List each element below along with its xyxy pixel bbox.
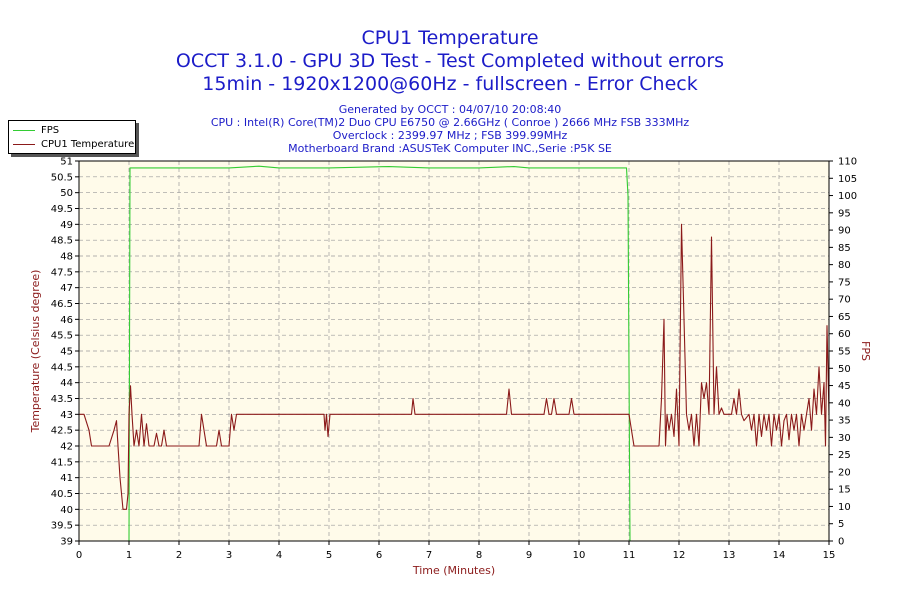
y2-tick-label: 75 [838, 277, 851, 288]
y-tick-label: 40 [60, 505, 73, 516]
x-tick-label: 15 [823, 550, 836, 561]
y-tick-label: 48 [60, 252, 73, 263]
x-tick-label: 9 [526, 550, 532, 561]
y-tick-label: 50.5 [51, 172, 73, 183]
y-tick-label: 48.5 [51, 236, 73, 247]
y2-tick-label: 105 [838, 174, 857, 185]
x-tick-label: 12 [673, 550, 686, 561]
y-tick-label: 47.5 [51, 267, 73, 278]
y-tick-label: 46 [60, 315, 73, 326]
y2-tick-label: 15 [838, 485, 851, 496]
x-tick-label: 3 [226, 550, 232, 561]
x-tick-label: 10 [573, 550, 586, 561]
y-tick-label: 43.5 [51, 394, 73, 405]
legend-item-temp: CPU1 Temperature [13, 137, 134, 151]
y2-tick-label: 95 [838, 208, 851, 219]
y2-tick-label: 50 [838, 364, 851, 375]
y-tick-label: 41 [60, 473, 73, 484]
y2-tick-label: 20 [838, 467, 851, 478]
y-tick-label: 40.5 [51, 489, 73, 500]
y2-tick-label: 55 [838, 347, 851, 358]
y-tick-label: 43 [60, 410, 73, 421]
y-tick-label: 41.5 [51, 457, 73, 468]
y-axis-label: Temperature (Celsius degree) [29, 270, 42, 434]
legend-swatch-temp [13, 143, 35, 145]
x-axis-label: Time (Minutes) [412, 564, 495, 577]
x-tick-label: 13 [723, 550, 736, 561]
cpu-info: CPU : Intel(R) Core(TM)2 Duo CPU E6750 @… [210, 116, 690, 129]
y2-tick-label: 90 [838, 226, 851, 237]
y-tick-label: 51 [60, 157, 73, 168]
y2-tick-label: 110 [838, 157, 857, 168]
motherboard-info: Motherboard Brand :ASUSTeK Computer INC.… [288, 142, 612, 155]
y2-tick-label: 40 [838, 398, 851, 409]
legend-item-fps: FPS [13, 123, 59, 137]
x-tick-label: 1 [126, 550, 132, 561]
y2-tick-label: 70 [838, 295, 851, 306]
y2-tick-label: 60 [838, 329, 851, 340]
series-line-cpu1-temperature [79, 223, 830, 510]
chart-subtitle-mode: 15min - 1920x1200@60Hz - fullscreen - Er… [202, 73, 698, 95]
y2-tick-label: 0 [838, 537, 844, 548]
y-tick-label: 50 [60, 188, 73, 199]
y-tick-label: 42.5 [51, 426, 73, 437]
y-tick-label: 42 [60, 442, 73, 453]
x-tick-label: 0 [76, 550, 82, 561]
y-tick-label: 39.5 [51, 521, 73, 532]
y-tick-label: 45 [60, 347, 73, 358]
y-tick-label: 44 [60, 378, 73, 389]
x-tick-label: 7 [426, 550, 432, 561]
overclock-info: Overclock : 2399.97 MHz ; FSB 399.99MHz [332, 129, 568, 142]
y2-tick-label: 80 [838, 260, 851, 271]
y-tick-label: 47 [60, 283, 73, 294]
y2-tick-label: 5 [838, 519, 844, 530]
x-tick-label: 4 [276, 550, 282, 561]
x-tick-label: 2 [176, 550, 182, 561]
chart-subtitle-test: OCCT 3.1.0 - GPU 3D Test - Test Complete… [175, 50, 725, 72]
x-tick-label: 5 [326, 550, 332, 561]
generated-info: Generated by OCCT : 04/07/10 20:08:40 [338, 103, 562, 116]
y-tick-label: 49.5 [51, 204, 73, 215]
legend-label-fps: FPS [41, 124, 60, 136]
x-tick-label: 6 [376, 550, 382, 561]
y-tick-label: 39 [60, 537, 73, 548]
x-tick-label: 8 [476, 550, 482, 561]
y-tick-label: 44.5 [51, 362, 73, 373]
legend-swatch-fps [13, 129, 35, 131]
y2-tick-label: 85 [838, 243, 851, 254]
y2-tick-label: 25 [838, 450, 851, 461]
chart-title: CPU1 Temperature [361, 27, 539, 49]
y-tick-label: 45.5 [51, 331, 73, 342]
y-tick-label: 49 [60, 220, 73, 231]
y2-tick-label: 65 [838, 312, 851, 323]
plot-frame [78, 160, 830, 542]
x-tick-label: 14 [773, 550, 786, 561]
chart-legend: FPS CPU1 Temperature [8, 120, 136, 154]
y2-tick-label: 10 [838, 502, 851, 513]
legend-label-temp: CPU1 Temperature [41, 138, 135, 150]
y2-tick-label: 100 [838, 191, 857, 202]
y-tick-label: 46.5 [51, 299, 73, 310]
y2-tick-label: 45 [838, 381, 851, 392]
x-tick-label: 11 [623, 550, 636, 561]
y2-axis-label: FPS [859, 341, 872, 361]
y2-tick-label: 30 [838, 433, 851, 444]
y2-tick-label: 35 [838, 416, 851, 427]
series-line-fps [79, 165, 829, 542]
